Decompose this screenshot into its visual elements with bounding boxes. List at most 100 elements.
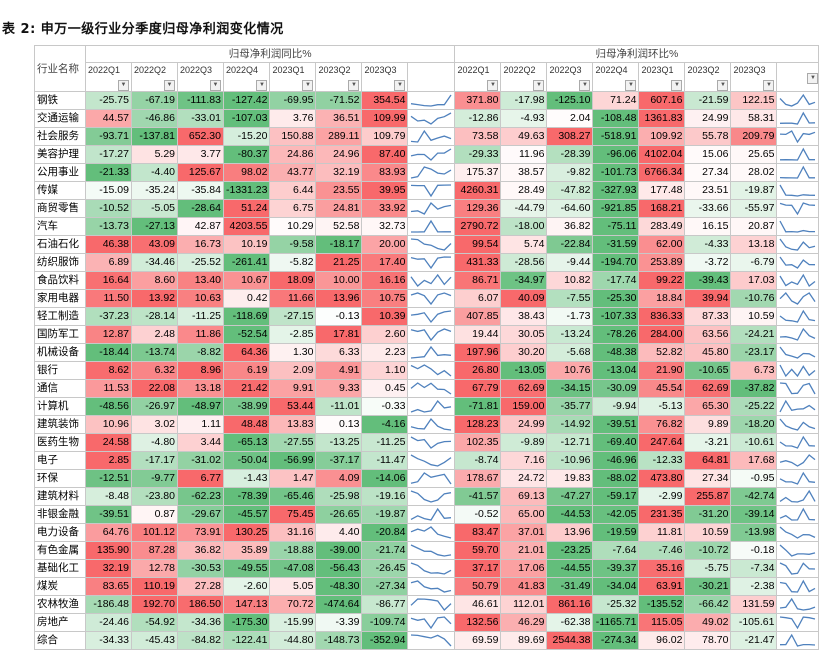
qoq-value-cell: -327.93 (592, 181, 640, 200)
filter-dropdown-icon[interactable]: ▼ (164, 80, 175, 91)
filter-dropdown-icon[interactable]: ▼ (256, 80, 268, 91)
qoq-value-cell: 10.59 (730, 307, 778, 326)
qoq-value-cell: -13.04 (592, 361, 640, 380)
qoq-value-cell: -41.57 (454, 487, 502, 506)
qoq-value-cell: 209.79 (730, 127, 778, 146)
qoq-value-cell: -34.04 (592, 577, 640, 596)
yoy-value-cell: 32.19 (315, 163, 363, 182)
qoq-value-cell: 21.01 (500, 541, 548, 560)
yoy-value-cell: -4.16 (361, 415, 409, 434)
yoy-value-cell: -9.58 (269, 235, 317, 254)
qoq-value-cell: -59.17 (592, 487, 640, 506)
qoq-value-cell: 96.02 (638, 631, 686, 650)
yoy-value-cell: 17.40 (361, 253, 409, 272)
qoq-value-cell: 159.00 (500, 397, 548, 416)
sparkline-trend (779, 399, 816, 413)
filter-dropdown-icon[interactable]: ▼ (807, 72, 818, 84)
yoy-value-cell: -37.17 (315, 451, 363, 470)
qoq-sparkline (780, 309, 816, 323)
qoq-sparkline (780, 544, 816, 557)
yoy-value-cell: -24.46 (85, 613, 132, 632)
qoq-value-cell: -9.44 (546, 253, 594, 272)
yoy-value-cell: -62.23 (177, 487, 224, 506)
filter-dropdown-icon[interactable]: ▼ (763, 80, 775, 91)
quarter-label: 2022Q2 (134, 65, 167, 75)
table-row: 公用事业 -21.33 -4.40 125.67 98.02 43.77 32.19 83.9… (34, 163, 820, 182)
yoy-value-cell: 24.96 (315, 145, 363, 164)
sparkline-trend (411, 238, 452, 251)
yoy-sparkline (411, 219, 452, 233)
qoq-sparkline (779, 256, 816, 269)
table-row: 电力设备 64.76 101.12 73.91 130.25 31.16 4.40 -20.8… (34, 523, 820, 542)
filter-dropdown-icon[interactable]: ▼ (671, 80, 683, 91)
qoq-sparkline-cell (776, 127, 820, 146)
qoq-quarter-header: 2023Q3 ▼ (730, 62, 778, 92)
qoq-value-cell: 5.74 (500, 235, 548, 254)
filter-dropdown-icon[interactable]: ▼ (118, 80, 129, 91)
table-row: 轻工制造 -37.23 -28.14 -11.25 -118.69 -27.15 -0.13… (34, 307, 820, 326)
yoy-value-cell: -122.41 (222, 631, 271, 650)
sparkline-trend (411, 256, 452, 270)
industry-name: 轻工制造 (34, 307, 86, 326)
qoq-sparkline-cell (776, 217, 820, 236)
qoq-value-cell: 175.37 (454, 163, 502, 182)
filter-dropdown-icon[interactable]: ▼ (625, 80, 637, 91)
qoq-value-cell: -107.33 (592, 307, 640, 326)
table-row: 农林牧渔 -186.48 192.70 186.50 147.13 70.72 -474.6… (34, 595, 820, 614)
yoy-value-cell: -34.46 (131, 253, 178, 272)
qoq-value-cell: 128.23 (454, 415, 502, 434)
filter-dropdown-icon[interactable]: ▼ (302, 80, 314, 91)
sparkline-trend (411, 292, 452, 306)
qoq-sparkline-cell (776, 523, 820, 542)
yoy-value-cell: 8.62 (85, 361, 132, 380)
qoq-value-cell: 19.83 (546, 469, 594, 488)
industry-name: 综合 (34, 631, 86, 650)
qoq-value-cell: 39.94 (684, 289, 732, 308)
qoq-sparkline-header: ▼ (776, 62, 820, 92)
qoq-value-cell: -48.38 (592, 343, 640, 362)
yoy-sparkline (411, 417, 452, 431)
qoq-value-cell: -12.33 (638, 451, 686, 470)
qoq-value-cell: -7.46 (638, 541, 686, 560)
yoy-sparkline (411, 129, 452, 143)
sparkline-trend (779, 184, 816, 197)
yoy-sparkline (411, 328, 452, 342)
qoq-value-cell: -21.47 (730, 631, 778, 650)
yoy-value-cell: 36.82 (177, 541, 224, 560)
yoy-value-cell: 6.75 (269, 199, 317, 218)
filter-dropdown-icon[interactable]: ▼ (394, 80, 406, 91)
yoy-value-cell: -3.39 (315, 613, 363, 632)
qoq-value-cell: -13.05 (500, 361, 548, 380)
yoy-value-cell: 10.00 (315, 271, 363, 290)
quarter-label: 2022Q1 (457, 65, 490, 75)
filter-dropdown-icon[interactable]: ▼ (487, 80, 499, 91)
yoy-value-cell: -111.83 (177, 91, 224, 110)
qoq-sparkline (780, 616, 816, 630)
qoq-value-cell: -13.98 (730, 523, 778, 542)
industry-name: 社会服务 (34, 127, 86, 146)
yoy-value-cell: 11.86 (177, 325, 224, 344)
qoq-value-cell: 13.96 (546, 523, 594, 542)
yoy-value-cell: 11.53 (85, 379, 132, 398)
yoy-sparkline (411, 112, 452, 125)
yoy-value-cell: -5.82 (269, 253, 317, 272)
qoq-sparkline-cell (776, 361, 820, 380)
yoy-value-cell: 130.25 (222, 523, 271, 542)
yoy-value-cell: -65.46 (269, 487, 317, 506)
qoq-sparkline-cell (776, 289, 820, 308)
filter-dropdown-icon[interactable]: ▼ (579, 80, 591, 91)
yoy-value-cell: -31.02 (177, 451, 224, 470)
filter-dropdown-icon[interactable]: ▼ (348, 80, 360, 91)
qoq-value-cell: -6.79 (730, 253, 778, 272)
qoq-sparkline (779, 418, 816, 431)
industry-name: 煤炭 (34, 577, 86, 596)
yoy-value-cell: -56.43 (315, 559, 363, 578)
yoy-value-cell: -25.98 (315, 487, 363, 506)
industry-name: 国防军工 (34, 325, 86, 344)
filter-dropdown-icon[interactable]: ▼ (533, 80, 545, 91)
yoy-value-cell: 22.08 (131, 379, 178, 398)
yoy-value-cell: 0.13 (315, 415, 363, 434)
filter-dropdown-icon[interactable]: ▼ (210, 80, 221, 91)
qoq-value-cell: 1361.83 (638, 109, 686, 128)
filter-dropdown-icon[interactable]: ▼ (717, 80, 729, 91)
